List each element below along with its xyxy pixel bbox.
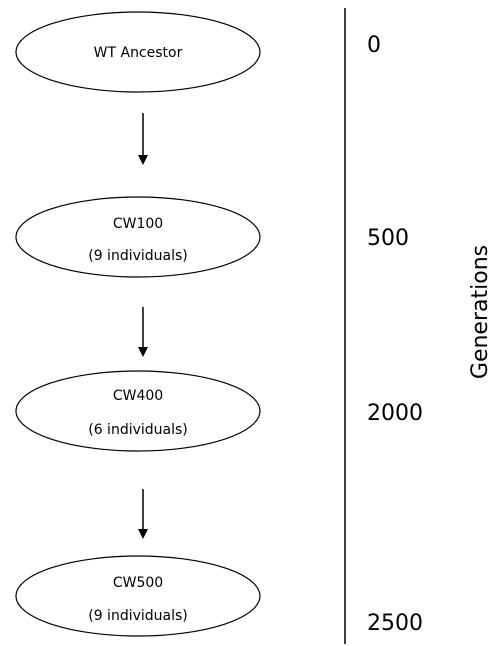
- node-cw100: CW100 (9 individuals): [15, 196, 261, 278]
- node-subtitle: (9 individuals): [88, 608, 188, 624]
- node-ellipse: [15, 555, 261, 637]
- node-ellipse: [15, 196, 261, 278]
- node-wt-ancestor: WT Ancestor: [15, 11, 261, 93]
- generations-axis-title: Generations: [468, 245, 493, 379]
- node-title: CW100: [113, 216, 163, 232]
- node-ellipse: [15, 11, 261, 93]
- node-title: CW500: [113, 575, 163, 591]
- node-cw400: CW400 (6 individuals): [15, 370, 261, 452]
- node-cw500: CW500 (9 individuals): [15, 555, 261, 637]
- node-title: CW400: [113, 388, 163, 404]
- node-subtitle: (9 individuals): [88, 248, 188, 264]
- node-title: WT Ancestor: [94, 45, 183, 61]
- node-subtitle: (6 individuals): [88, 422, 188, 438]
- generation-label-500: 500: [367, 226, 409, 251]
- generation-label-2500: 2500: [367, 611, 423, 636]
- generation-label-0: 0: [367, 33, 381, 58]
- node-ellipse: [15, 370, 261, 452]
- generation-label-2000: 2000: [367, 401, 423, 426]
